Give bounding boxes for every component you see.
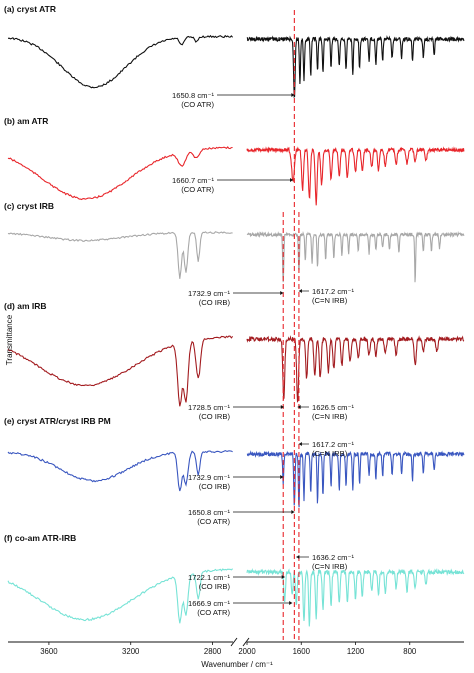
annotation: 1728.5 cm⁻¹(CO IRB) (188, 403, 284, 421)
annotation-arrowhead (280, 291, 284, 295)
x-tick-label: 800 (403, 647, 417, 656)
annotation: 1722.1 cm⁻¹(CO IRB) (188, 573, 285, 591)
x-tick-label: 3200 (122, 647, 140, 656)
spectrum-right (246, 230, 465, 283)
spectrum-right (246, 35, 465, 99)
annotation-text: (CO ATR) (197, 608, 230, 617)
annotation: 1636.2 cm⁻¹(C=N IRB) (296, 553, 354, 571)
annotation-text: (CO ATR) (181, 185, 214, 194)
annotation-text: (C=N IRB) (312, 412, 348, 421)
spectrum-right (246, 335, 465, 403)
annotation-text: 1617.2 cm⁻¹ (312, 287, 354, 296)
annotations: 1650.8 cm⁻¹(CO ATR)1660.7 cm⁻¹(CO ATR)16… (172, 91, 354, 617)
panel-5: (f) co-am ATR-IRB (4, 533, 465, 627)
annotation-text: 1617.2 cm⁻¹ (312, 440, 354, 449)
x-tick-label: 1200 (347, 647, 365, 656)
spectrum-left (7, 146, 233, 201)
annotation-text: (CO ATR) (197, 517, 230, 526)
panel-4: (e) cryst ATR/cryst IRB PM (4, 416, 465, 508)
annotation-text: 1626.5 cm⁻¹ (312, 403, 354, 412)
annotation: 1650.8 cm⁻¹(CO ATR) (172, 91, 295, 109)
spectrum-right (246, 568, 465, 627)
reference-lines (282, 10, 300, 640)
annotation-text: 1728.5 cm⁻¹ (188, 403, 230, 412)
annotation-arrowhead (297, 405, 301, 409)
spectrum-left (7, 335, 234, 407)
panel-0: (a) cryst ATR (4, 4, 465, 99)
panel-label: (e) cryst ATR/cryst IRB PM (4, 416, 111, 426)
panel-label: (c) cryst IRB (4, 201, 54, 211)
panel-1: (b) am ATR (4, 116, 465, 206)
spectrum-right (246, 146, 465, 206)
annotation-arrowhead (280, 475, 284, 479)
annotation-text: (CO IRB) (199, 412, 231, 421)
annotation-arrowhead (280, 405, 284, 409)
x-tick-label: 2000 (238, 647, 256, 656)
annotation-text: 1666.9 cm⁻¹ (188, 599, 230, 608)
spectrum-left (7, 231, 233, 279)
annotation-text: (CO IRB) (199, 482, 231, 491)
annotation-text: 1636.2 cm⁻¹ (312, 553, 354, 562)
annotation-arrowhead (296, 555, 300, 559)
annotation-text: (CO ATR) (181, 100, 214, 109)
annotation-text: 1722.1 cm⁻¹ (188, 573, 230, 582)
annotation-text: 1732.9 cm⁻¹ (188, 289, 230, 298)
x-tick-label: 2800 (204, 647, 222, 656)
annotation-arrowhead (298, 289, 302, 293)
x-axis: 3600 3200 2800 2000 1600 1200 800 (8, 637, 464, 656)
x-tick-label: 1600 (293, 647, 311, 656)
annotation-arrowhead (289, 601, 293, 605)
x-axis-title: Wavenumber / cm⁻¹ (201, 660, 273, 669)
spectra-panels: (a) cryst ATR (b) am ATR (c) cryst IRB (d) … (4, 4, 465, 627)
annotation: 1650.8 cm⁻¹(CO ATR) (188, 508, 295, 526)
annotation: 1617.2 cm⁻¹(C=N IRB) (298, 287, 354, 305)
annotation: 1626.5 cm⁻¹(C=N IRB) (297, 403, 354, 421)
y-axis-title: Transmittance (5, 314, 14, 365)
annotation: 1660.7 cm⁻¹(CO ATR) (172, 176, 294, 194)
axis-break-mark (230, 637, 238, 647)
x-tick-label: 3600 (40, 647, 58, 656)
annotation-text: (C=N IRB) (312, 562, 348, 571)
annotation-arrowhead (290, 178, 294, 182)
annotation: 1732.9 cm⁻¹(CO IRB) (188, 473, 284, 491)
annotation: 1617.2 cm⁻¹(C=N IRB) (298, 440, 354, 458)
panel-3: (d) am IRB (4, 301, 465, 407)
spectrum-right (246, 450, 465, 508)
panel-label: (f) co-am ATR-IRB (4, 533, 76, 543)
annotation-text: 1732.9 cm⁻¹ (188, 473, 230, 482)
annotation-arrowhead (291, 93, 295, 97)
panel-label: (d) am IRB (4, 301, 47, 311)
annotation-text: 1650.8 cm⁻¹ (172, 91, 214, 100)
annotation: 1732.9 cm⁻¹(CO IRB) (188, 289, 284, 307)
annotation-text: (CO IRB) (199, 298, 231, 307)
annotation-arrowhead (298, 442, 302, 446)
annotation-text: 1660.7 cm⁻¹ (172, 176, 214, 185)
annotation-text: (CO IRB) (199, 582, 231, 591)
spectrum-left (7, 568, 233, 624)
annotation-text: 1650.8 cm⁻¹ (188, 508, 230, 517)
annotation-arrowhead (291, 510, 295, 514)
panel-2: (c) cryst IRB (4, 201, 465, 283)
axis-break-mark (242, 637, 250, 647)
spectrum-left (7, 449, 233, 492)
annotation-text: (C=N IRB) (312, 449, 348, 458)
panel-label: (b) am ATR (4, 116, 48, 126)
panel-label: (a) cryst ATR (4, 4, 56, 14)
annotation: 1666.9 cm⁻¹(CO ATR) (188, 599, 293, 617)
spectrum-left (7, 34, 234, 89)
annotation-arrowhead (281, 575, 285, 579)
annotation-text: (C=N IRB) (312, 296, 348, 305)
